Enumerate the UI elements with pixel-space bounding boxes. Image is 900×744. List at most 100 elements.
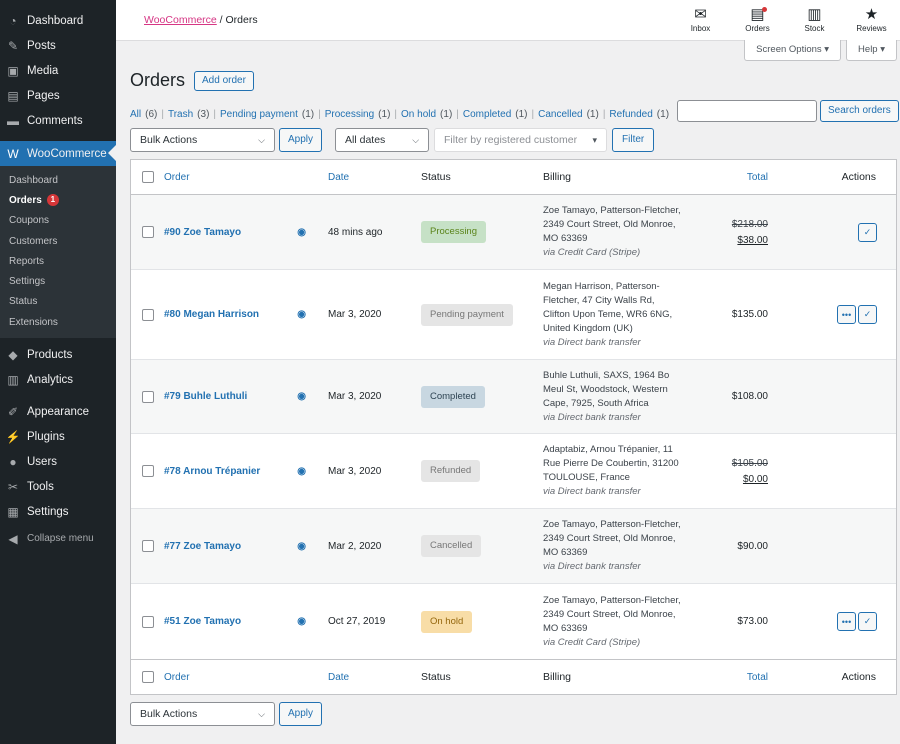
row-checkbox[interactable]	[141, 615, 154, 628]
sidebar-item-appearance[interactable]: ✐ Appearance	[0, 399, 116, 424]
mark-processing-button[interactable]: •••	[837, 612, 856, 631]
order-column-footer[interactable]: Order	[164, 671, 190, 683]
select-all-checkbox[interactable]	[141, 171, 154, 183]
date-column-footer[interactable]: Date	[328, 671, 350, 683]
row-checkbox[interactable]	[141, 465, 154, 477]
filter-link-refunded[interactable]: Refunded	[609, 109, 653, 120]
total-column-footer[interactable]: Total	[746, 671, 768, 683]
date-column-header[interactable]: Date	[328, 171, 350, 183]
apply-button-bottom[interactable]: Apply	[279, 702, 323, 726]
sidebar-item-plugins[interactable]: ⚡ Plugins	[0, 424, 116, 449]
sidebar-item-woocommerce[interactable]: W WooCommerce	[0, 141, 116, 166]
filter-link-on-hold[interactable]: On hold	[401, 109, 437, 120]
order-link[interactable]: #80 Megan Harrison	[164, 309, 260, 320]
billing-line: 2349 Court Street, Old Monroe,	[543, 219, 676, 230]
submenu-item-orders[interactable]: Orders 1	[0, 190, 116, 210]
screen-options-button[interactable]: Screen Options ▾	[744, 40, 842, 61]
sidebar-item-products[interactable]: ◆ Products	[0, 342, 116, 367]
select-all-checkbox-footer[interactable]	[141, 671, 154, 683]
bulk-actions-select-bottom[interactable]: Bulk Actions ⌵	[130, 702, 275, 726]
search-input[interactable]	[677, 100, 817, 122]
bulk-actions-value-bottom: Bulk Actions	[140, 708, 198, 720]
filter-link-processing[interactable]: Processing	[324, 109, 375, 120]
row-checkbox[interactable]	[141, 390, 154, 403]
submenu-item-reports[interactable]: Reports	[0, 251, 116, 271]
sidebar-item-comments[interactable]: ▬ Comments	[0, 108, 116, 133]
bulk-actions-select[interactable]: Bulk Actions ⌵	[130, 128, 275, 152]
billing-line: Fletcher, 47 City Walls Rd,	[543, 294, 655, 306]
preview-eye-icon[interactable]: ◉	[297, 391, 306, 402]
order-total: $38.00	[737, 234, 768, 246]
add-order-button[interactable]: Add order	[194, 70, 254, 91]
submenu-item-dashboard[interactable]: Dashboard	[0, 170, 116, 190]
filter-link-cancelled[interactable]: Cancelled	[538, 109, 583, 120]
order-link[interactable]: #79 Buhle Luthuli	[164, 391, 248, 402]
activity-inbox-button[interactable]: ✉ Inbox	[672, 6, 729, 33]
date-filter-select[interactable]: All dates ⌵	[335, 128, 430, 152]
mark-processing-button[interactable]: •••	[837, 305, 856, 324]
preview-eye-icon[interactable]: ◉	[297, 540, 306, 552]
mark-complete-button[interactable]: ✓	[858, 305, 877, 324]
sidebar-item-pages[interactable]: ▤ Pages	[0, 83, 116, 108]
filter-separator: |	[456, 109, 459, 120]
sidebar-item-analytics[interactable]: ▥ Analytics	[0, 367, 116, 392]
sidebar-item-media[interactable]: ▣ Media	[0, 58, 116, 83]
help-button[interactable]: Help ▾	[846, 40, 897, 61]
submenu-item-coupons[interactable]: Coupons	[0, 211, 116, 231]
submenu-item-settings[interactable]: Settings	[0, 271, 116, 291]
order-link[interactable]: #77 Zoe Tamayo	[164, 540, 242, 552]
row-checkbox[interactable]	[141, 308, 154, 321]
sidebar-item-settings[interactable]: ▦ Settings	[0, 499, 116, 524]
billing-line: 2349 Court Street, Old Monroe,	[543, 533, 676, 544]
sidebar-item-users[interactable]: ● Users	[0, 449, 116, 474]
status-column-header: Status	[421, 171, 451, 183]
submenu-item-customers[interactable]: Customers	[0, 231, 116, 251]
preview-eye-icon[interactable]: ◉	[297, 465, 306, 477]
filter-link-trash[interactable]: Trash	[167, 109, 194, 120]
page-title: Orders	[130, 70, 186, 90]
filter-link-all[interactable]: All	[130, 109, 142, 120]
search-orders-button[interactable]: Search orders	[820, 100, 899, 122]
activity-reviews-button[interactable]: ★ Reviews	[843, 6, 900, 33]
filter-count: (6)	[145, 109, 158, 120]
box-icon: ◆	[8, 347, 18, 362]
mark-complete-button[interactable]: ✓	[858, 612, 877, 631]
order-link[interactable]: #90 Zoe Tamayo	[164, 226, 242, 238]
breadcrumb-woocommerce-link[interactable]: WooCommerce	[144, 14, 217, 26]
activity-orders-button[interactable]: ▤ Orders	[729, 6, 786, 33]
row-checkbox[interactable]	[141, 226, 154, 238]
billing-line: Buhle Luthuli, SAXS, 1964 Bo	[543, 369, 670, 381]
apply-button[interactable]: Apply	[279, 128, 323, 152]
status-badge: Processing	[421, 221, 486, 243]
submenu-item-label: Extensions	[9, 316, 58, 328]
status-column-footer: Status	[421, 671, 451, 683]
collapse-menu-button[interactable]: ◀ Collapse menu	[0, 526, 116, 551]
activity-stock-button[interactable]: ▥ Stock	[786, 6, 843, 33]
submenu-item-status[interactable]: Status	[0, 292, 116, 312]
order-link[interactable]: #78 Arnou Trépanier	[164, 465, 261, 477]
sidebar-item-tools[interactable]: ✂ Tools	[0, 474, 116, 499]
status-badge: Cancelled	[421, 535, 482, 557]
mark-complete-button[interactable]: ✓	[858, 222, 877, 242]
row-checkbox[interactable]	[141, 540, 154, 552]
preview-eye-icon[interactable]: ◉	[297, 616, 306, 627]
submenu-item-extensions[interactable]: Extensions	[0, 312, 116, 332]
filter-button[interactable]: Filter	[612, 128, 655, 152]
total-column-header[interactable]: Total	[746, 171, 768, 183]
order-link[interactable]: #51 Zoe Tamayo	[164, 616, 242, 627]
preview-eye-icon[interactable]: ◉	[297, 226, 306, 238]
sidebar-item-posts[interactable]: ✎ Posts	[0, 33, 116, 58]
customer-filter-select[interactable]: Filter by registered customer ▾	[434, 128, 608, 152]
sidebar-item-dashboard[interactable]: ◔ Dashboard	[0, 8, 116, 33]
order-column-header[interactable]: Order	[164, 171, 190, 183]
order-date: Oct 27, 2019	[328, 616, 386, 627]
filter-count: (3)	[197, 109, 210, 120]
breadcrumb-separator: /	[219, 14, 223, 26]
filter-link-pending-payment[interactable]: Pending payment	[220, 109, 298, 120]
billing-address: Zoe Tamayo, Patterson-Fletcher, 2349 Cour…	[543, 204, 698, 260]
preview-eye-icon[interactable]: ◉	[297, 309, 306, 320]
table-row: #79 Buhle Luthuli ◉ Mar 3, 2020 Completed Bu…	[131, 360, 896, 434]
table-row: #77 Zoe Tamayo ◉ Mar 2, 2020 Cancelled Zoe T…	[131, 509, 896, 584]
filter-link-completed[interactable]: Completed	[462, 109, 512, 120]
